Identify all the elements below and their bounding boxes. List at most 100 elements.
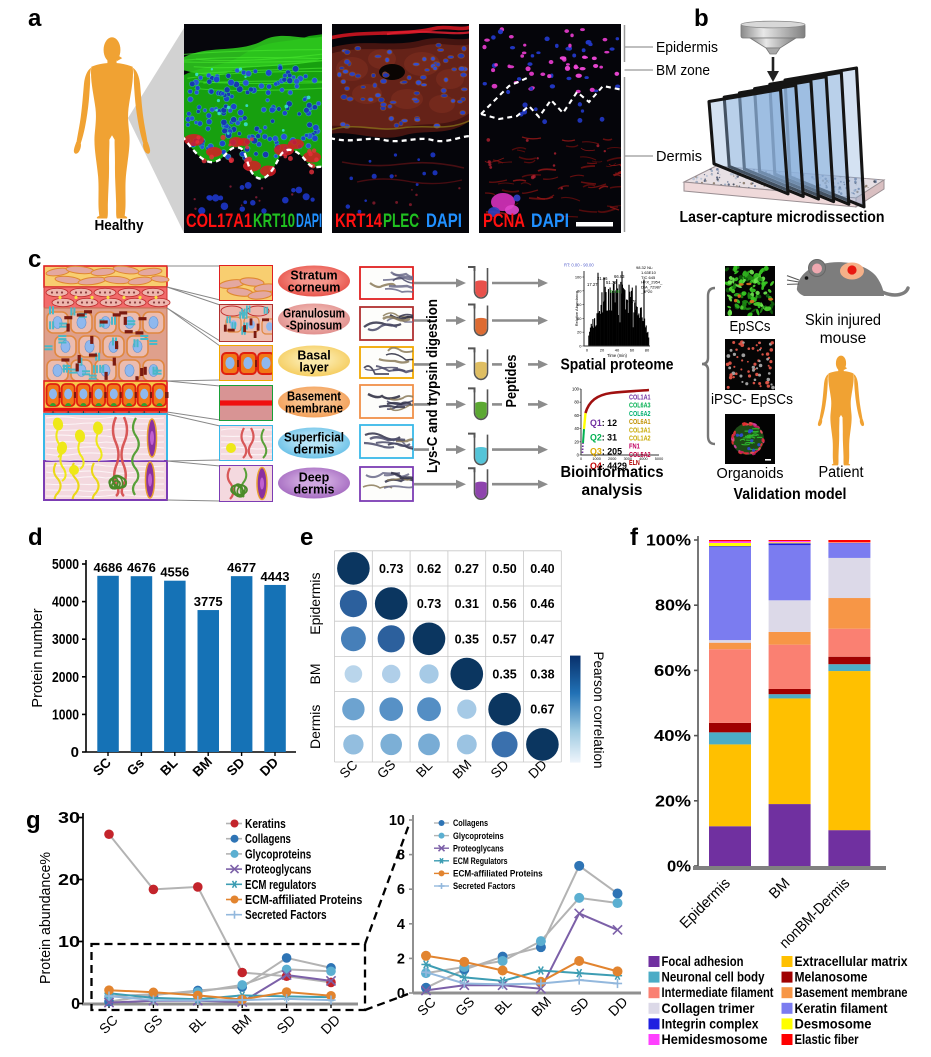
svg-text:94.76: 94.76 — [626, 299, 637, 304]
svg-text:Dermis: Dermis — [307, 705, 323, 749]
svg-text:0.40: 0.40 — [530, 562, 554, 576]
svg-text:0.35: 0.35 — [455, 632, 479, 646]
svg-text:KRT14: KRT14 — [335, 211, 382, 232]
svg-text:5000: 5000 — [52, 556, 79, 573]
svg-text:Healthy: Healthy — [95, 217, 145, 234]
svg-text:Glycoproteins: Glycoproteins — [245, 846, 311, 861]
svg-text:40%: 40% — [654, 728, 691, 745]
svg-text:0.67: 0.67 — [530, 703, 554, 717]
svg-text:Organoids: Organoids — [717, 466, 784, 482]
svg-text:Bioinformatics: Bioinformatics — [561, 464, 664, 481]
svg-text:20: 20 — [574, 439, 579, 444]
svg-text:_JP20: _JP20 — [640, 289, 653, 294]
svg-text:mouse: mouse — [820, 330, 867, 347]
svg-text:40: 40 — [615, 348, 620, 353]
svg-text:4556: 4556 — [160, 565, 189, 580]
svg-text:Spatial proteome: Spatial proteome — [561, 357, 674, 374]
svg-text:80%: 80% — [655, 598, 691, 615]
svg-text:f: f — [630, 524, 639, 551]
svg-text:Keratins: Keratins — [245, 816, 286, 831]
svg-text:51.79: 51.79 — [606, 280, 617, 285]
svg-text:Integrin complex: Integrin complex — [662, 1016, 759, 1031]
svg-text:Keratin filament: Keratin filament — [795, 1001, 888, 1016]
svg-text:Validation model: Validation model — [734, 486, 847, 503]
svg-text:Relative Abundance: Relative Abundance — [574, 290, 579, 326]
svg-text:0.56: 0.56 — [492, 597, 516, 611]
svg-text:0.50: 0.50 — [492, 562, 516, 576]
svg-text:Skin injured: Skin injured — [805, 312, 881, 329]
svg-text:0: 0 — [580, 457, 582, 461]
svg-text:0: 0 — [397, 986, 405, 1002]
svg-text:60: 60 — [574, 413, 579, 418]
svg-text:Patient: Patient — [819, 464, 865, 481]
svg-text:60%: 60% — [654, 663, 691, 680]
svg-text:corneum: corneum — [288, 281, 341, 295]
svg-text:Glycoproteins: Glycoproteins — [453, 831, 504, 842]
svg-text:DAPI: DAPI — [426, 211, 462, 232]
svg-text:20: 20 — [600, 348, 605, 353]
svg-text:Protein abundance%: Protein abundance% — [37, 852, 54, 984]
svg-text:Secreted Factors: Secreted Factors — [453, 881, 515, 892]
svg-text:PCNA: PCNA — [483, 211, 525, 232]
svg-text:17.27: 17.27 — [587, 282, 598, 287]
svg-text:84.96: 84.96 — [610, 289, 621, 294]
svg-text:ECM-affiliated Proteins: ECM-affiliated Proteins — [245, 892, 362, 907]
svg-text:100: 100 — [575, 275, 582, 280]
svg-text:0.73: 0.73 — [379, 562, 403, 576]
svg-text:Dermis: Dermis — [656, 148, 702, 165]
svg-text:Elastic fiber: Elastic fiber — [795, 1032, 860, 1047]
svg-text:6: 6 — [397, 882, 405, 898]
svg-text:Collagens: Collagens — [245, 831, 291, 846]
svg-text:0.47: 0.47 — [530, 632, 554, 646]
svg-text:Collagen trimer: Collagen trimer — [662, 1001, 756, 1016]
svg-text:20%: 20% — [655, 793, 691, 810]
svg-text:60: 60 — [630, 348, 635, 353]
svg-text:membrane: membrane — [285, 402, 343, 416]
svg-text:10: 10 — [389, 813, 405, 829]
svg-text:66.83: 66.83 — [614, 274, 625, 279]
svg-text:30: 30 — [58, 810, 80, 827]
svg-text:0.31: 0.31 — [455, 597, 479, 611]
svg-text:-Spinosum: -Spinosum — [286, 319, 342, 333]
svg-text:PLEC: PLEC — [383, 211, 419, 232]
svg-text:analysis: analysis — [582, 482, 643, 499]
svg-text:4: 4 — [397, 917, 405, 933]
svg-text:g: g — [26, 807, 41, 834]
svg-text:10: 10 — [58, 934, 80, 951]
svg-text:4000: 4000 — [52, 594, 79, 611]
svg-text:2: 2 — [397, 951, 405, 967]
svg-text:Extracellular matrix: Extracellular matrix — [795, 954, 908, 969]
svg-text:Q3: 205: Q3: 205 — [590, 447, 622, 457]
svg-text:1000: 1000 — [52, 706, 79, 723]
svg-text:iPSC- EpSCs: iPSC- EpSCs — [711, 392, 793, 408]
svg-text:BM: BM — [307, 664, 323, 685]
svg-text:Hemidesmosome: Hemidesmosome — [662, 1032, 768, 1047]
svg-text:dermis: dermis — [294, 483, 335, 497]
svg-text:0.57: 0.57 — [492, 632, 516, 646]
svg-text:0.27: 0.27 — [455, 562, 479, 576]
svg-text:COL17A1: COL17A1 — [186, 211, 252, 232]
svg-text:EpSCs: EpSCs — [730, 319, 771, 335]
svg-text:4686: 4686 — [94, 560, 123, 575]
svg-text:40: 40 — [574, 426, 579, 431]
svg-text:Q2: 31: Q2: 31 — [590, 432, 617, 442]
svg-text:ECM-affiliated Proteins: ECM-affiliated Proteins — [453, 869, 543, 880]
svg-text:Laser-capture microdissection: Laser-capture microdissection — [680, 209, 885, 226]
svg-text:Desmosome: Desmosome — [795, 1016, 872, 1031]
svg-text:0.62: 0.62 — [417, 562, 441, 576]
svg-text:Proteoglycans: Proteoglycans — [453, 843, 504, 854]
svg-text:Pearson correlation: Pearson correlation — [591, 652, 607, 769]
svg-text:20: 20 — [58, 872, 80, 889]
svg-text:20: 20 — [577, 330, 582, 335]
svg-text:Collagens: Collagens — [453, 818, 488, 829]
svg-text:a: a — [28, 5, 42, 32]
svg-text:Peptides: Peptides — [503, 355, 520, 408]
svg-text:3775: 3775 — [194, 594, 223, 609]
svg-text:DAPI: DAPI — [531, 211, 569, 232]
svg-text:0: 0 — [71, 996, 80, 1013]
svg-text:Protein number: Protein number — [30, 608, 46, 707]
svg-text:4443: 4443 — [261, 569, 290, 584]
svg-text:Proteoglycans: Proteoglycans — [245, 862, 311, 877]
svg-text:dermis: dermis — [294, 443, 335, 457]
svg-text:0: 0 — [71, 744, 79, 761]
